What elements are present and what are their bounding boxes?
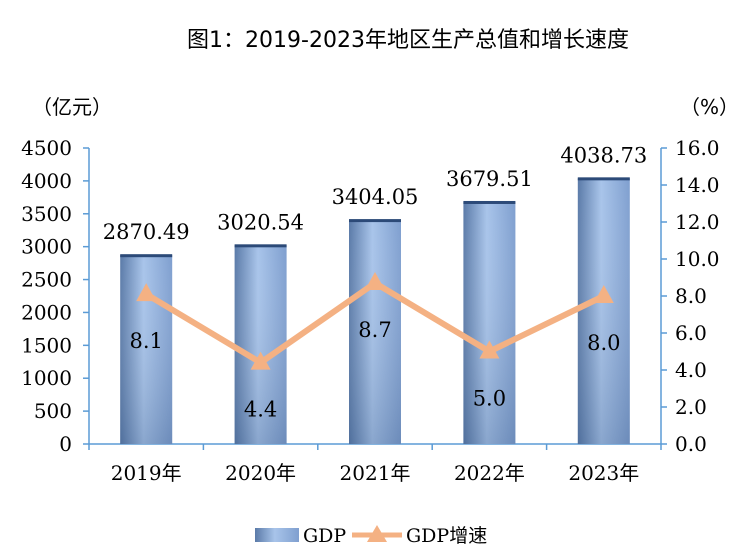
left-axis-unit: （亿元） [32,95,112,119]
left-tick-label: 4500 [21,136,72,160]
gdp-bar-top [463,200,516,204]
growth-marker [136,283,157,302]
legend-bar-swatch [255,528,299,542]
right-tick-label: 10.0 [675,247,720,271]
growth-value-label: 8.7 [358,318,391,342]
growth-value-label: 8.1 [129,329,162,353]
gdp-bar-labels: 2870.49 3020.54 3404.05 3679.51 4038.73 [103,143,647,244]
right-tick-label: 2.0 [675,395,707,419]
growth-labels: 8.1 4.4 8.7 5.0 8.0 [129,318,620,422]
category-label: 2022年 [454,461,525,485]
legend-gdp-label: GDP [303,525,346,547]
left-tick-label: 3500 [21,202,72,226]
left-tick-label: 2000 [21,300,72,324]
right-axis-ticks: 0.0 2.0 4.0 6.0 8.0 10.0 12.0 14.0 16.0 [675,136,720,456]
legend-growth-label: GDP增速 [406,525,487,547]
gdp-bar-shade [234,245,287,444]
category-label: 2023年 [568,461,639,485]
category-label: 2019年 [111,461,182,485]
legend-triangle-marker [367,525,387,542]
gdp-value-label: 3404.05 [332,185,419,209]
gdp-bar-top [234,244,287,248]
gdp-value-label: 4038.73 [560,143,647,167]
growth-value-label: 8.0 [587,331,620,355]
legend: GDP GDP增速 [255,525,487,547]
category-label: 2020年 [225,461,296,485]
chart-title: 图1：2019-2023年地区生产总值和增长速度 [187,28,629,53]
left-tick-label: 3000 [21,235,72,259]
growth-marker [479,340,500,359]
left-tick-label: 2500 [21,268,72,292]
right-tick-label: 4.0 [675,358,707,382]
category-label: 2021年 [340,461,411,485]
right-axis-unit: （%） [680,95,739,119]
gdp-bar-top [120,254,173,258]
gdp-value-label: 3679.51 [446,167,533,191]
right-tick-label: 12.0 [675,210,720,234]
gdp-bar-shade [349,220,401,444]
right-tick-label: 8.0 [675,284,707,308]
gdp-bars [120,177,630,444]
growth-marker [250,351,271,370]
left-axis-ticks: 0 500 1000 1500 2000 2500 3000 3500 4000 4500 [21,136,72,456]
right-tick-label: 14.0 [675,173,720,197]
category-labels: 2019年 2020年 2021年 2022年 2023年 [111,461,640,485]
left-tick-label: 1000 [21,366,72,390]
growth-marker [365,272,385,291]
growth-line-series [136,272,614,370]
gdp-bar-shade [577,178,630,444]
axis-tickmarks [83,147,667,450]
left-tick-label: 0 [59,432,72,456]
right-tick-label: 6.0 [675,321,707,345]
gdp-value-label: 3020.54 [217,210,304,234]
growth-marker [593,285,614,303]
gdp-bar-top [349,219,401,223]
left-tick-label: 4000 [21,169,72,193]
gdp-bar-shade [463,201,516,444]
right-tick-label: 0.0 [675,432,707,456]
left-tick-label: 500 [34,399,72,423]
left-tick-label: 1500 [21,333,72,357]
growth-value-label: 5.0 [473,387,506,411]
growth-value-label: 4.4 [244,398,277,422]
right-tick-label: 16.0 [675,136,720,160]
gdp-bar-top [577,177,630,181]
gdp-value-label: 2870.49 [103,220,190,244]
